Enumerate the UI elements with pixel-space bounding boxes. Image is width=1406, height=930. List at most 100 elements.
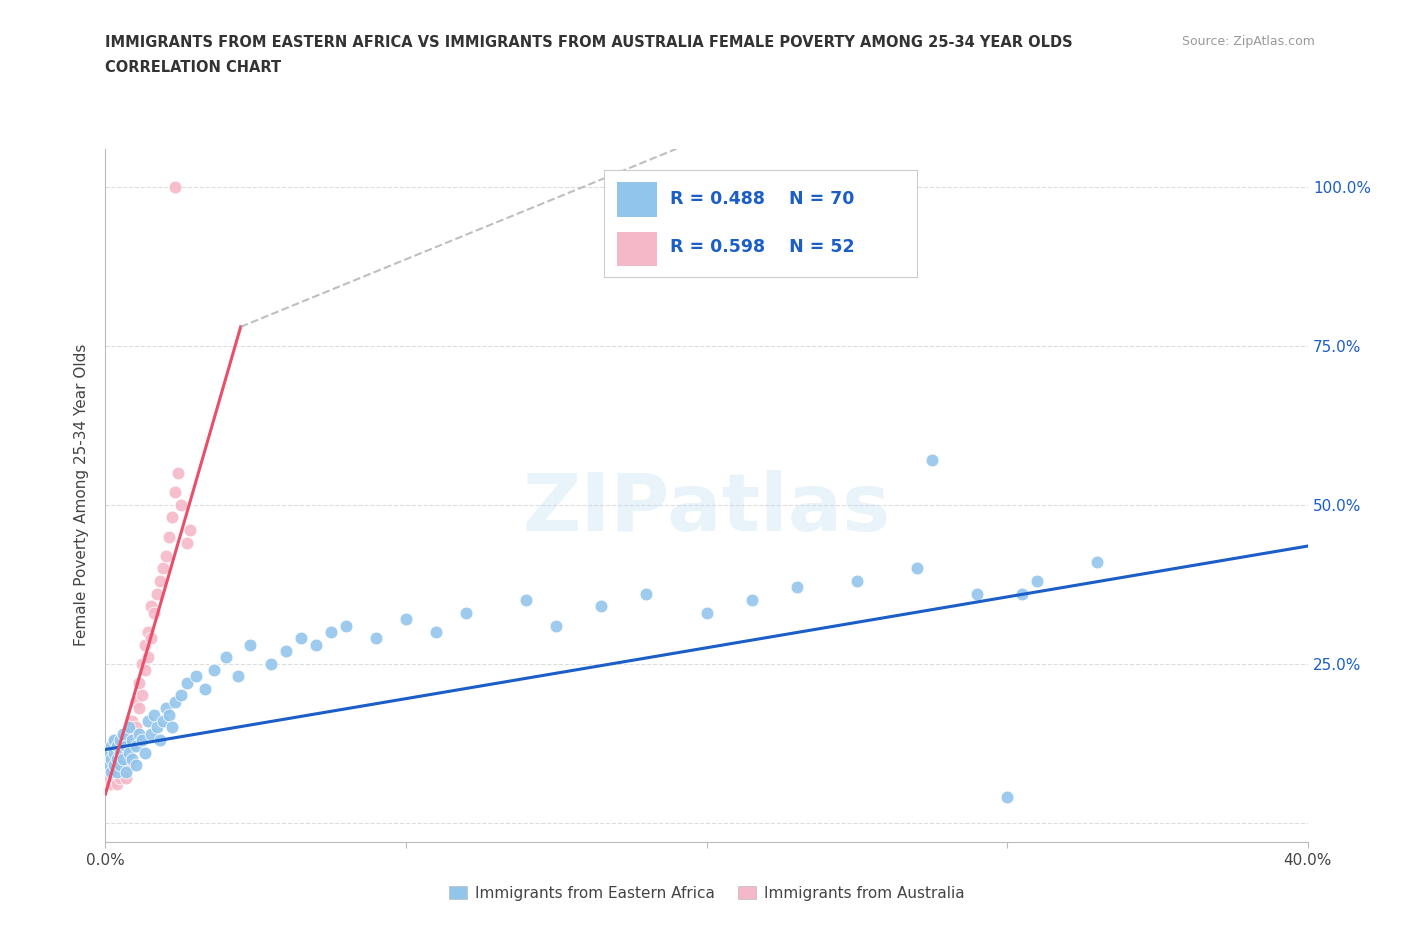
Point	[169, 498, 191, 512]
Point	[395, 612, 418, 627]
Point	[121, 733, 143, 748]
Point	[157, 529, 180, 544]
Point	[103, 771, 125, 786]
Point	[591, 599, 613, 614]
Point	[115, 738, 138, 753]
Point	[115, 738, 138, 753]
Point	[1085, 554, 1108, 569]
Point	[97, 758, 120, 773]
Point	[176, 536, 198, 551]
Point	[274, 644, 297, 658]
Text: Source: ZipAtlas.com: Source: ZipAtlas.com	[1181, 35, 1315, 48]
Point	[142, 605, 165, 620]
Point	[136, 713, 159, 728]
Point	[145, 720, 167, 735]
Point	[136, 650, 159, 665]
Point	[110, 733, 132, 748]
Point	[202, 662, 225, 677]
Point	[148, 733, 170, 748]
Point	[139, 631, 162, 645]
Point	[112, 751, 135, 766]
Point	[163, 179, 186, 194]
Point	[139, 599, 162, 614]
Point	[160, 510, 183, 525]
Point	[260, 657, 283, 671]
Point	[845, 574, 868, 589]
Point	[115, 771, 138, 786]
Text: CORRELATION CHART: CORRELATION CHART	[105, 60, 281, 75]
Point	[100, 751, 122, 766]
Point	[131, 688, 153, 703]
Point	[110, 738, 132, 753]
Point	[100, 764, 122, 779]
Point	[364, 631, 387, 645]
Point	[103, 745, 125, 760]
Point	[176, 675, 198, 690]
Point	[131, 733, 153, 748]
Point	[1011, 586, 1033, 601]
Point	[103, 733, 125, 748]
Point	[100, 777, 122, 791]
Point	[112, 764, 135, 779]
Point	[160, 720, 183, 735]
Point	[152, 713, 174, 728]
Legend: Immigrants from Eastern Africa, Immigrants from Australia: Immigrants from Eastern Africa, Immigran…	[443, 880, 970, 907]
Point	[546, 618, 568, 633]
Point	[741, 592, 763, 607]
Point	[134, 662, 156, 677]
Point	[425, 624, 447, 639]
Point	[112, 751, 135, 766]
Point	[110, 758, 132, 773]
Point	[121, 713, 143, 728]
Point	[335, 618, 357, 633]
Point	[103, 745, 125, 760]
Point	[157, 707, 180, 722]
Point	[103, 733, 125, 748]
Point	[124, 695, 146, 710]
Point	[118, 720, 141, 735]
Point	[290, 631, 312, 645]
Point	[110, 745, 132, 760]
Point	[152, 561, 174, 576]
Point	[107, 751, 129, 766]
Text: IMMIGRANTS FROM EASTERN AFRICA VS IMMIGRANTS FROM AUSTRALIA FEMALE POVERTY AMONG: IMMIGRANTS FROM EASTERN AFRICA VS IMMIGR…	[105, 35, 1073, 50]
Point	[97, 758, 120, 773]
Text: ZIPatlas: ZIPatlas	[523, 470, 890, 548]
Point	[454, 605, 477, 620]
Point	[179, 523, 201, 538]
Point	[995, 790, 1018, 804]
Point	[112, 733, 135, 748]
Point	[107, 751, 129, 766]
Point	[110, 771, 132, 786]
Point	[124, 738, 146, 753]
Point	[194, 682, 217, 697]
Point	[100, 764, 122, 779]
Point	[905, 561, 928, 576]
Point	[121, 738, 143, 753]
Y-axis label: Female Poverty Among 25-34 Year Olds: Female Poverty Among 25-34 Year Olds	[75, 344, 90, 646]
Point	[118, 745, 141, 760]
Point	[121, 751, 143, 766]
Point	[966, 586, 988, 601]
Point	[97, 771, 120, 786]
Point	[696, 605, 718, 620]
Point	[134, 745, 156, 760]
Point	[118, 758, 141, 773]
Point	[100, 751, 122, 766]
Point	[112, 726, 135, 741]
Point	[128, 726, 150, 741]
Point	[97, 745, 120, 760]
Point	[107, 738, 129, 753]
Point	[107, 764, 129, 779]
Point	[305, 637, 328, 652]
Point	[139, 726, 162, 741]
Point	[103, 758, 125, 773]
Point	[155, 548, 177, 563]
Point	[118, 726, 141, 741]
Point	[239, 637, 262, 652]
Point	[148, 574, 170, 589]
Point	[226, 669, 249, 684]
Point	[115, 758, 138, 773]
Point	[128, 700, 150, 715]
Point	[169, 688, 191, 703]
